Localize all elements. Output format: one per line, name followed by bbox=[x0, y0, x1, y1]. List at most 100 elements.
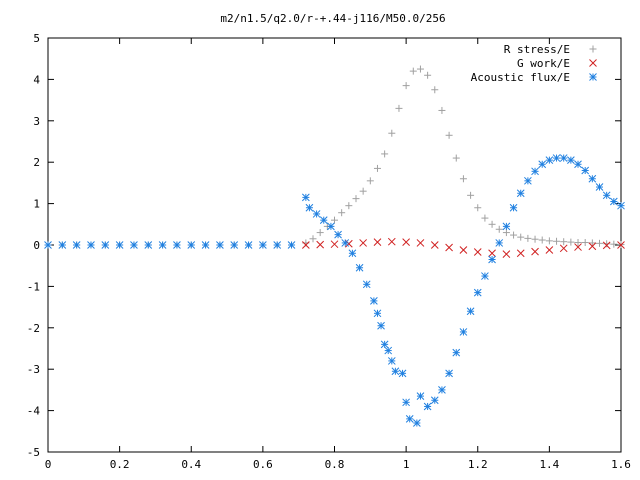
data-point bbox=[488, 249, 496, 258]
legend-label: R stress/E bbox=[504, 43, 570, 56]
data-point bbox=[452, 154, 460, 162]
data-point bbox=[588, 239, 596, 247]
data-point bbox=[301, 241, 310, 249]
data-point bbox=[531, 247, 539, 256]
data-point bbox=[603, 240, 611, 248]
data-point bbox=[445, 369, 453, 378]
data-point bbox=[588, 174, 597, 183]
series-2 bbox=[44, 154, 625, 427]
x-tick-label: 0.2 bbox=[110, 458, 130, 471]
data-point bbox=[574, 239, 582, 247]
data-point bbox=[359, 239, 368, 247]
x-axis: 0 0.2 0.4 0.6 0.8 1 1.2 1.4 1.6 bbox=[45, 38, 631, 471]
data-point bbox=[101, 241, 110, 249]
data-point bbox=[524, 176, 532, 185]
x-tick-label: 1.2 bbox=[468, 458, 488, 471]
data-point bbox=[567, 238, 575, 246]
y-tick-label: 4 bbox=[33, 73, 40, 86]
data-point bbox=[596, 239, 604, 247]
data-point bbox=[545, 246, 554, 254]
data-point bbox=[87, 241, 95, 249]
x-tick-label: 0 bbox=[45, 458, 52, 471]
data-point bbox=[416, 392, 425, 400]
data-point bbox=[331, 216, 338, 224]
data-point bbox=[445, 131, 453, 139]
data-point bbox=[516, 249, 525, 258]
data-point bbox=[602, 191, 611, 200]
data-point bbox=[559, 154, 568, 162]
data-point bbox=[495, 239, 504, 247]
data-point bbox=[402, 238, 410, 246]
data-point bbox=[384, 346, 393, 355]
data-point bbox=[524, 234, 532, 242]
data-point bbox=[355, 263, 364, 272]
data-point bbox=[316, 240, 325, 249]
data-point bbox=[409, 67, 417, 75]
y-tick-label: 5 bbox=[33, 32, 40, 45]
data-point bbox=[201, 241, 210, 249]
data-point bbox=[502, 250, 511, 258]
data-point bbox=[259, 241, 267, 249]
data-point bbox=[319, 216, 328, 225]
data-point bbox=[509, 203, 518, 212]
data-point bbox=[341, 239, 350, 247]
y-tick-label: -4 bbox=[27, 405, 41, 418]
data-point bbox=[387, 357, 396, 365]
data-point bbox=[510, 231, 518, 239]
data-point bbox=[552, 154, 561, 162]
data-point bbox=[430, 241, 439, 249]
data-point bbox=[327, 222, 335, 231]
data-point bbox=[531, 167, 539, 176]
data-point bbox=[502, 222, 511, 231]
data-point bbox=[158, 241, 167, 249]
legend-marker bbox=[589, 45, 597, 53]
data-point bbox=[416, 239, 425, 247]
data-point bbox=[144, 241, 153, 249]
data-point bbox=[362, 280, 371, 289]
y-tick-label: 3 bbox=[33, 115, 40, 128]
data-point bbox=[581, 166, 590, 175]
y-tick-label: -3 bbox=[27, 363, 40, 376]
data-point bbox=[402, 82, 410, 90]
data-point bbox=[187, 241, 196, 249]
data-point bbox=[373, 309, 382, 318]
data-point bbox=[609, 197, 618, 206]
data-point bbox=[273, 241, 282, 249]
data-point bbox=[377, 321, 385, 330]
x-tick-label: 0.4 bbox=[181, 458, 201, 471]
data-point bbox=[334, 230, 342, 239]
chart-title: m2/n1.5/q2.0/r-+.44-j116/M50.0/256 bbox=[220, 12, 445, 25]
data-point bbox=[388, 129, 396, 137]
data-point bbox=[44, 241, 52, 249]
data-point bbox=[395, 104, 403, 112]
x-tick-label: 1.6 bbox=[611, 458, 631, 471]
data-point bbox=[617, 201, 625, 210]
x-tick-label: 0.6 bbox=[253, 458, 273, 471]
data-point bbox=[352, 195, 360, 203]
data-point bbox=[473, 248, 482, 256]
y-tick-label: 2 bbox=[33, 156, 40, 169]
data-point bbox=[305, 203, 314, 212]
data-point bbox=[58, 241, 67, 249]
data-point bbox=[459, 175, 467, 183]
data-point bbox=[574, 160, 582, 169]
data-point bbox=[488, 220, 496, 228]
legend-marker bbox=[589, 73, 597, 81]
series-1 bbox=[301, 237, 625, 258]
data-point bbox=[373, 238, 382, 246]
legend-marker bbox=[589, 59, 597, 67]
data-point bbox=[338, 209, 346, 217]
data-point bbox=[244, 241, 253, 249]
data-point bbox=[495, 225, 503, 233]
data-point bbox=[459, 328, 468, 336]
data-point bbox=[430, 396, 439, 405]
data-point bbox=[588, 242, 597, 251]
data-point bbox=[467, 191, 475, 199]
data-point bbox=[473, 288, 482, 297]
data-point bbox=[438, 386, 446, 394]
data-point bbox=[72, 241, 81, 249]
data-point bbox=[309, 235, 317, 243]
data-point bbox=[345, 202, 353, 210]
